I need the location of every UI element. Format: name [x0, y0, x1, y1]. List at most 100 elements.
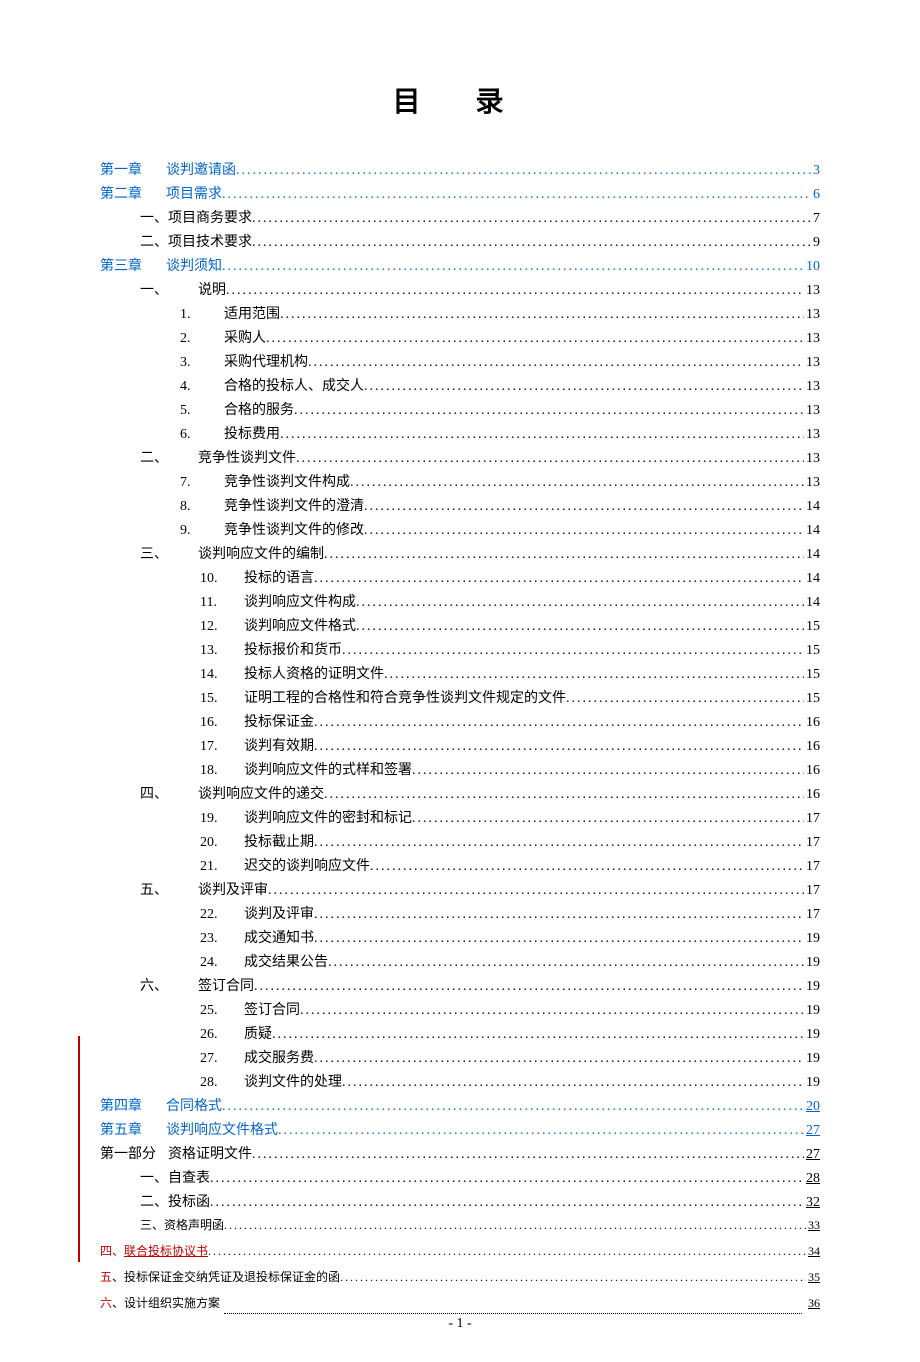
subsection-title: 谈判响应文件的编制 — [198, 544, 324, 565]
leader-dots: ........................................… — [356, 616, 804, 637]
toc-entry[interactable]: 9.竞争性谈判文件的修改............................… — [100, 520, 820, 541]
leader-dots: ........................................… — [342, 1072, 804, 1093]
page-number: 13 — [804, 400, 820, 421]
toc-entry[interactable]: 第一章谈判邀请函................................… — [100, 160, 820, 181]
page-number: 28 — [804, 1168, 820, 1189]
item-title: 证明工程的合格性和符合竞争性谈判文件规定的文件 — [244, 688, 566, 709]
toc-entry[interactable]: 5.合格的服务.................................… — [100, 400, 820, 421]
toc-entry[interactable]: 二、竞争性谈判文件...............................… — [100, 448, 820, 469]
subsection-prefix: 三、 — [140, 544, 168, 565]
toc-entry[interactable]: 19.谈判响应文件的密封和标记.........................… — [100, 808, 820, 829]
leader-dots: ........................................… — [364, 520, 804, 541]
leader-dots: ........................................… — [222, 1096, 804, 1117]
section-prefix: 二、 — [140, 232, 168, 253]
toc-entry[interactable]: 24.成交结果公告...............................… — [100, 952, 820, 973]
item-title: 迟交的谈判响应文件 — [244, 856, 370, 877]
chapter-label: 第一章 — [100, 160, 142, 181]
leader-dots: ........................................… — [314, 568, 804, 589]
toc-entry[interactable]: 23.成交通知书................................… — [100, 928, 820, 949]
page-title: 目 录 — [100, 80, 820, 120]
toc-entry[interactable]: 12.谈判响应文件格式.............................… — [100, 616, 820, 637]
toc-entry[interactable]: 四、联合投标协议书...............................… — [100, 1242, 820, 1260]
item-title: 投标人资格的证明文件 — [244, 664, 384, 685]
toc-entry[interactable]: 3.采购代理机构................................… — [100, 352, 820, 373]
toc-entry[interactable]: 28.谈判文件的处理..............................… — [100, 1072, 820, 1093]
toc-entry[interactable]: 6.投标费用..................................… — [100, 424, 820, 445]
page-footer: - 1 - — [0, 1316, 920, 1332]
item-title: 竞争性谈判文件的澄清 — [224, 496, 364, 517]
toc-entry[interactable]: 1.适用范围..................................… — [100, 304, 820, 325]
item-number: 27. — [200, 1048, 230, 1069]
toc-entry[interactable]: 20.投标截止期................................… — [100, 832, 820, 853]
toc-entry[interactable]: 第四章合同格式.................................… — [100, 1096, 820, 1117]
item-title: 合格的服务 — [224, 400, 294, 421]
page-number: 13 — [804, 328, 820, 349]
page-number: 13 — [804, 352, 820, 373]
toc-entry[interactable]: 18.谈判响应文件的式样和签署.........................… — [100, 760, 820, 781]
item-number: 6. — [180, 424, 210, 445]
toc-entry[interactable]: 4.合格的投标人、成交人............................… — [100, 376, 820, 397]
toc-entry[interactable]: 第一部分资格证明文件..............................… — [100, 1144, 820, 1165]
toc-entry[interactable]: 15. 证明工程的合格性和符合竞争性谈判文件规定的文件..............… — [100, 688, 820, 709]
toc-entry[interactable]: 11.谈判响应文件构成.............................… — [100, 592, 820, 613]
toc-entry[interactable]: 二、投标函...................................… — [100, 1192, 820, 1213]
item-number: 11. — [200, 592, 230, 613]
leader-dots: ........................................… — [356, 592, 804, 613]
item-number: 15. — [200, 688, 230, 709]
item-title: 投标的语言 — [244, 568, 314, 589]
toc-entry[interactable]: 三、资格声明函.................................… — [100, 1216, 820, 1234]
toc-entry[interactable]: 一、说明....................................… — [100, 280, 820, 301]
item-number: 21. — [200, 856, 230, 877]
toc-entry[interactable]: 26.质疑...................................… — [100, 1024, 820, 1045]
section-prefix: 四、 — [100, 1242, 124, 1260]
toc-entry[interactable]: 第五章谈判响应文件格式.............................… — [100, 1120, 820, 1141]
toc-entry[interactable]: 六、签订合同..................................… — [100, 976, 820, 997]
page-number: 16 — [804, 760, 820, 781]
leader-dots: ........................................… — [224, 1216, 806, 1234]
toc-entry[interactable]: 7.竞争性谈判文件构成.............................… — [100, 472, 820, 493]
toc-entry[interactable]: 三、谈判响应文件的编制.............................… — [100, 544, 820, 565]
toc-entry[interactable]: 第二章项目需求.................................… — [100, 184, 820, 205]
toc-entry[interactable]: 六、设计组织实施方案 36 — [100, 1294, 820, 1314]
toc-entry[interactable]: 一、项目商务要求................................… — [100, 208, 820, 229]
page-number: 17 — [804, 808, 820, 829]
toc-entry[interactable]: 14.投标人资格的证明文件...........................… — [100, 664, 820, 685]
item-number: 4. — [180, 376, 210, 397]
toc-entry[interactable]: 16.投标保证金................................… — [100, 712, 820, 733]
item-title: 谈判及评审 — [244, 904, 314, 925]
page-number: 35 — [806, 1268, 820, 1286]
toc-entry[interactable]: 27.成交服务费................................… — [100, 1048, 820, 1069]
chapter-label: 第四章 — [100, 1096, 142, 1117]
item-number: 20. — [200, 832, 230, 853]
toc-entry[interactable]: 10.投标的语言................................… — [100, 568, 820, 589]
page-number: 14 — [804, 544, 820, 565]
item-title: 采购代理机构 — [224, 352, 308, 373]
toc-entry[interactable]: 二、项目技术要求................................… — [100, 232, 820, 253]
toc-entry[interactable]: 21.迟交的谈判响应文件............................… — [100, 856, 820, 877]
toc-entry[interactable]: 2.采购人...................................… — [100, 328, 820, 349]
chapter-title: 谈判响应文件格式 — [166, 1120, 278, 1141]
chapter-title: 项目需求 — [166, 184, 222, 205]
page-number: 9 — [811, 232, 820, 253]
toc-entry[interactable]: 第三章谈判须知.................................… — [100, 256, 820, 277]
page-number: 15 — [804, 664, 820, 685]
leader-dots: ........................................… — [314, 904, 804, 925]
item-number: 12. — [200, 616, 230, 637]
item-number: 9. — [180, 520, 210, 541]
toc-entry[interactable]: 13.投标报价和货币..............................… — [100, 640, 820, 661]
toc-entry[interactable]: 五、投标保证金交纳凭证及退投标保证金的函....................… — [100, 1268, 820, 1286]
toc-entry[interactable]: 17.谈判有效期................................… — [100, 736, 820, 757]
leader-dots: ........................................… — [364, 496, 804, 517]
leader-dots: ........................................… — [324, 784, 804, 805]
toc-entry[interactable]: 8. 竞争性谈判文件的澄清............................… — [100, 496, 820, 517]
part-title: 资格证明文件 — [168, 1144, 252, 1165]
toc-entry[interactable]: 25.签订合同.................................… — [100, 1000, 820, 1021]
toc-entry[interactable]: 一、自查表...................................… — [100, 1168, 820, 1189]
toc-entry[interactable]: 五、谈判及评审.................................… — [100, 880, 820, 901]
item-number: 8. — [180, 496, 210, 517]
item-number: 2. — [180, 328, 210, 349]
leader-dots: ........................................… — [566, 688, 804, 709]
toc-entry[interactable]: 四、谈判响应文件的递交.............................… — [100, 784, 820, 805]
toc-entry[interactable]: 22.谈判及评审................................… — [100, 904, 820, 925]
page-number: 19 — [804, 1048, 820, 1069]
